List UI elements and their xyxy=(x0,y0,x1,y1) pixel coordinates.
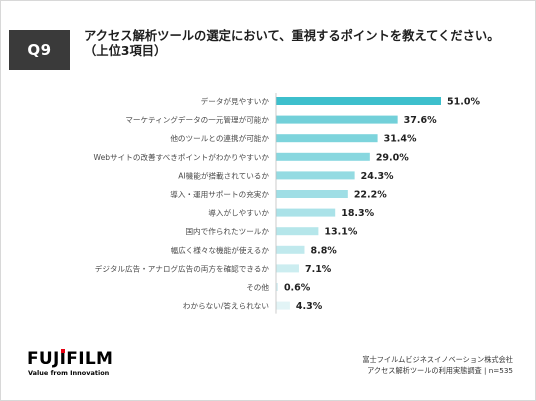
value-label: 18.3% xyxy=(341,208,374,219)
bar xyxy=(276,227,319,236)
bar xyxy=(276,245,305,254)
value-label: 51.0% xyxy=(447,97,480,108)
logo-tagline: Value from Innovation xyxy=(28,369,110,377)
value-label: 0.6% xyxy=(284,283,311,294)
category-label: AI機能が搭載されているか xyxy=(178,170,269,180)
bar xyxy=(276,208,336,217)
bar xyxy=(276,264,299,273)
category-label: 幅広く様々な機能が使えるか xyxy=(171,245,270,255)
source-note: 富士フイルムビジネスイノベーション株式会社 アクセス解析ツールの利用実態調査 |… xyxy=(362,354,513,376)
category-label: Webサイトの改善すべきポイントがわかりやすいか xyxy=(94,152,270,162)
category-label: 導入がしやすいか xyxy=(208,208,269,218)
logo-red-square xyxy=(60,349,65,353)
category-label: デジタル広告・アナログ広告の両方を確認できるか xyxy=(95,263,270,273)
bar xyxy=(276,97,441,105)
bar xyxy=(276,301,290,310)
value-label: 8.8% xyxy=(310,245,337,256)
value-label: 13.1% xyxy=(324,227,357,238)
source-company: 富士フイルムビジネスイノベーション株式会社 xyxy=(362,355,513,364)
value-label: 37.6% xyxy=(404,115,437,126)
bar xyxy=(276,134,378,143)
category-label: 他のツールとの連携が可能か xyxy=(170,133,269,143)
value-label: 31.4% xyxy=(384,134,417,145)
title-line-1: アクセス解析ツールの選定において、重視するポイントを教えてください。 xyxy=(84,29,500,43)
bar xyxy=(276,152,370,161)
bar xyxy=(276,171,355,180)
value-label: 7.1% xyxy=(305,264,332,275)
value-label: 22.2% xyxy=(354,190,387,201)
source-survey: アクセス解析ツールの利用実態調査 | n=535 xyxy=(367,366,513,375)
category-label: その他 xyxy=(246,282,269,292)
category-label: データが見やすいか xyxy=(201,96,270,106)
category-label: 導入・運用サポートの充実か xyxy=(170,189,269,199)
category-label: わからない/答えられない xyxy=(183,301,269,311)
question-number-badge: Q9 xyxy=(9,30,70,70)
chart-title: アクセス解析ツールの選定において、重視するポイントを教えてください。 （上位3項… xyxy=(84,29,524,59)
fujifilm-logo: FUJI FILM xyxy=(27,349,114,369)
category-label: マーケティングデータの一元管理が可能か xyxy=(125,115,269,125)
category-label: 国内で作られたツールか xyxy=(185,226,269,236)
bar xyxy=(276,190,348,198)
value-label: 4.3% xyxy=(296,301,323,312)
value-label: 29.0% xyxy=(376,152,409,163)
bar xyxy=(276,283,278,291)
value-label: 24.3% xyxy=(361,171,394,182)
title-line-2: （上位3項目） xyxy=(84,44,167,58)
bar xyxy=(276,115,398,124)
